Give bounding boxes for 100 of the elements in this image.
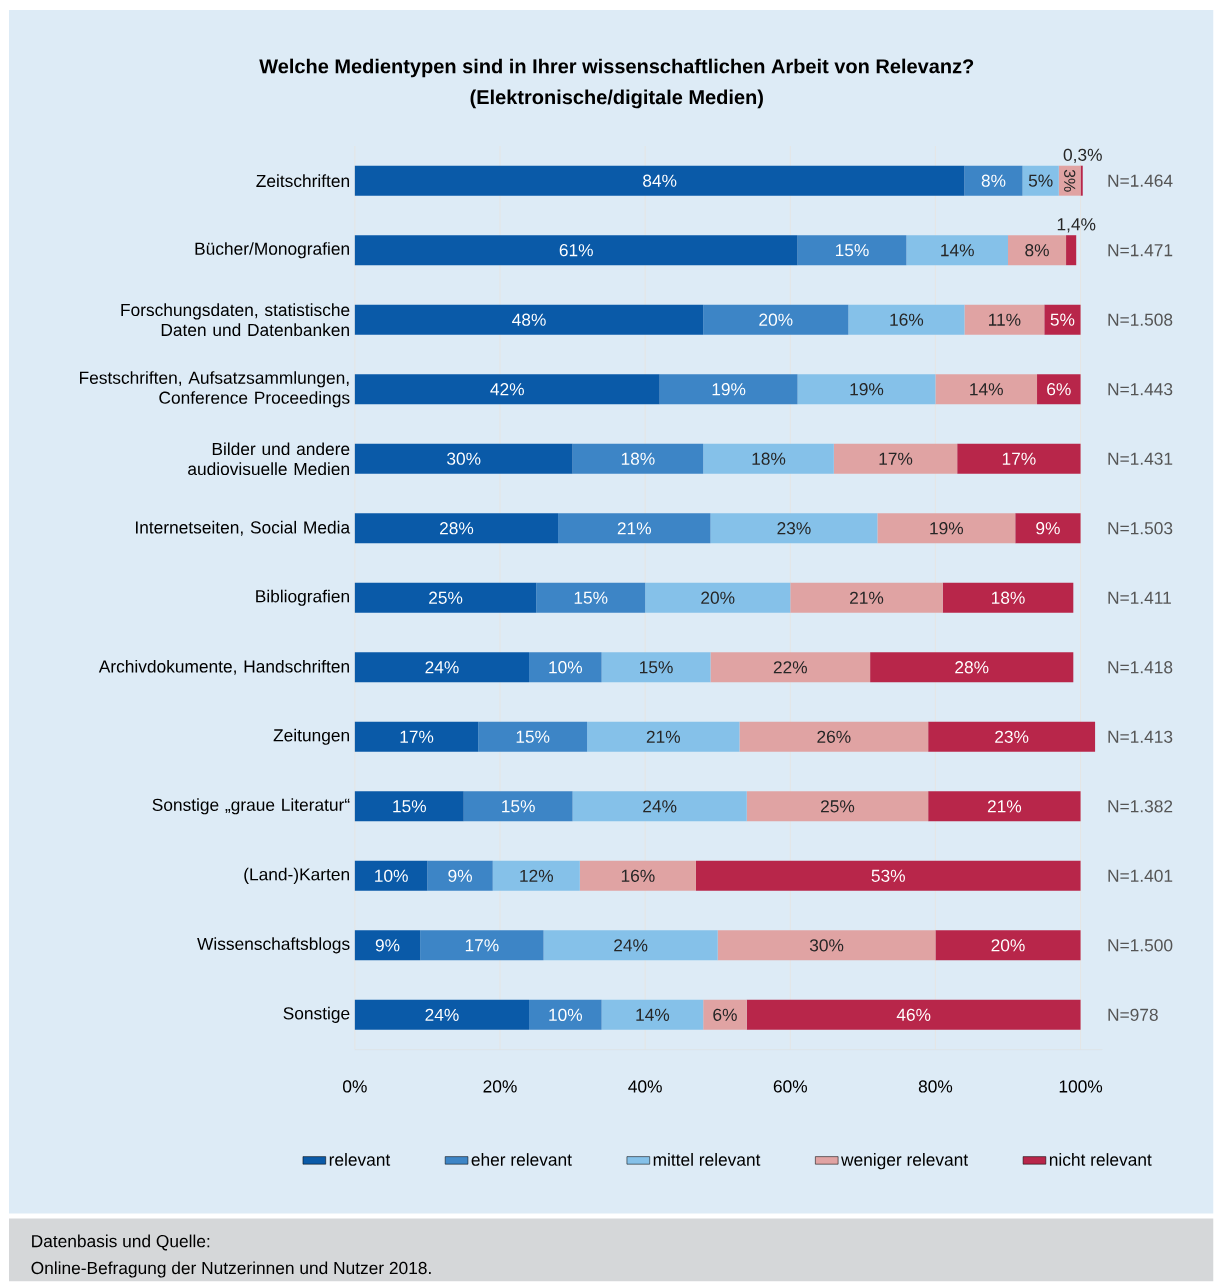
bar xyxy=(1008,235,1067,266)
text: N=1.464 xyxy=(1108,174,1173,187)
data-label: 19% xyxy=(850,383,884,396)
data-label: 84% xyxy=(643,174,677,187)
data-label: 28% xyxy=(955,661,989,674)
y-tick-label: Festschriften, Aufsatzsammlungen, Conference Proceedings xyxy=(80,371,350,408)
x-tick-label: 80% xyxy=(919,1080,953,1093)
y-tick-label: Bibliografien xyxy=(256,589,350,606)
bar xyxy=(463,791,573,822)
data-label: 15% xyxy=(516,730,550,743)
data-label: 1,4% xyxy=(1058,218,1096,233)
text: N=1.500 xyxy=(1108,939,1173,952)
bar xyxy=(355,374,660,405)
y-tick-label: Zeitungen xyxy=(273,728,350,745)
bar xyxy=(601,652,711,683)
bar xyxy=(355,513,559,544)
data-label: 24% xyxy=(425,661,459,674)
bar xyxy=(572,791,747,822)
bar xyxy=(355,721,479,752)
data-label: 21% xyxy=(850,591,884,604)
bar xyxy=(543,930,718,961)
data-label: 15% xyxy=(640,661,674,674)
text: Online-Befragung der Nutzerinnen und Nutzer 2018. xyxy=(31,1261,431,1278)
bar xyxy=(964,304,1045,335)
bar xyxy=(957,443,1081,474)
bar xyxy=(935,374,1038,405)
data-label: 6% xyxy=(1047,383,1071,396)
data-label: 25% xyxy=(429,591,463,604)
bar xyxy=(703,443,835,474)
bar xyxy=(355,165,965,196)
bar xyxy=(848,304,965,335)
bar xyxy=(1066,235,1077,266)
bar xyxy=(928,791,1081,822)
bar xyxy=(572,443,704,474)
data-label: 0,3% xyxy=(1063,148,1103,163)
text: N=1.401 xyxy=(1108,869,1173,882)
x-tick-label: 20% xyxy=(483,1080,517,1093)
bar xyxy=(710,513,878,544)
text: N=1.443 xyxy=(1108,383,1173,396)
data-label: 11% xyxy=(989,313,1021,326)
bar xyxy=(355,999,530,1030)
data-label: 20% xyxy=(991,939,1025,952)
data-label: 23% xyxy=(777,522,811,535)
data-label: 21% xyxy=(647,730,681,743)
bar xyxy=(580,860,697,891)
bar xyxy=(942,582,1074,613)
bar xyxy=(1015,513,1081,544)
bar xyxy=(834,443,958,474)
bar xyxy=(536,582,646,613)
data-label: 9% xyxy=(376,939,400,952)
data-label: 46% xyxy=(896,1008,931,1021)
bar xyxy=(355,582,537,613)
bar xyxy=(1044,304,1081,335)
data-label: 10% xyxy=(549,661,583,674)
data-label: 23% xyxy=(995,730,1029,743)
bar xyxy=(717,930,936,961)
bar xyxy=(906,235,1009,266)
data-label: 14% xyxy=(636,1008,670,1021)
data-label: 20% xyxy=(701,591,735,604)
legend-label: weniger relevant xyxy=(841,1153,969,1170)
bar xyxy=(492,860,581,891)
data-label: 17% xyxy=(400,730,434,743)
bar xyxy=(928,721,1096,752)
data-label: 28% xyxy=(440,522,474,535)
data-label: 24% xyxy=(643,800,677,813)
data-label: 15% xyxy=(502,800,536,813)
bar xyxy=(601,999,704,1030)
bar xyxy=(355,443,573,474)
chart-title: Welche Medientypen sind in Ihrer wissenschaftlichen Arbeit von Relevanz? xyxy=(259,58,974,78)
data-label: 10% xyxy=(375,869,409,882)
data-label: 9% xyxy=(448,869,473,882)
chart-subtitle: (Elektronische/digitale Medien) xyxy=(470,89,764,109)
data-label: 8% xyxy=(981,174,1006,187)
data-label: 24% xyxy=(425,1008,459,1021)
bar xyxy=(355,860,428,891)
bar xyxy=(529,999,602,1030)
data-label: 17% xyxy=(879,452,913,465)
bar xyxy=(877,513,1016,544)
bar xyxy=(355,304,704,335)
x-tick-label: 40% xyxy=(628,1080,663,1093)
bar xyxy=(746,999,1081,1030)
bar xyxy=(420,930,544,961)
data-label: 30% xyxy=(447,452,481,465)
data-label: 8% xyxy=(1025,244,1050,257)
legend-label: nicht relevant xyxy=(1050,1153,1152,1166)
data-label: 19% xyxy=(712,383,746,396)
bar xyxy=(964,165,1023,196)
data-label: 14% xyxy=(970,383,1004,396)
bar xyxy=(355,652,530,683)
data-label: 20% xyxy=(759,313,793,326)
bar xyxy=(703,304,849,335)
y-tick-label: Bücher/Monografien xyxy=(195,242,350,259)
y-tick-label: Internetseiten, Social Media xyxy=(136,520,351,536)
data-label: 6% xyxy=(713,1008,738,1021)
text: N=1.413 xyxy=(1108,730,1173,743)
data-label: 3% xyxy=(1064,169,1076,192)
x-tick-label: 60% xyxy=(774,1080,808,1093)
data-label: 21% xyxy=(988,800,1022,813)
data-label: 25% xyxy=(821,800,855,813)
data-label: 16% xyxy=(622,869,655,882)
